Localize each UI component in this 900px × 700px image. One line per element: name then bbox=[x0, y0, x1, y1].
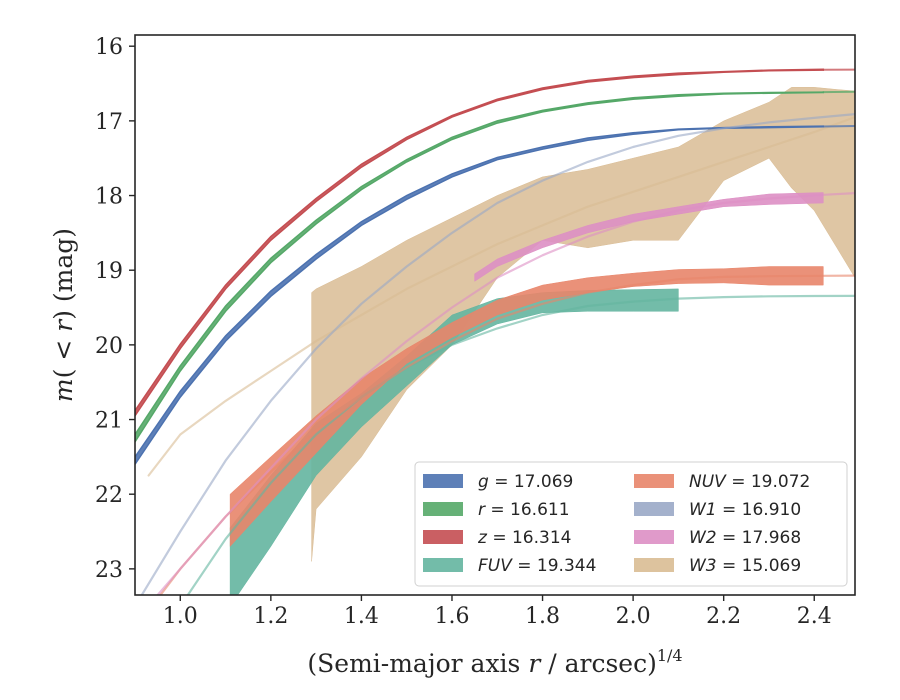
x-tick-label: 1.6 bbox=[434, 604, 469, 629]
y-tick-label: 20 bbox=[95, 334, 123, 359]
legend-swatch-nuv bbox=[634, 474, 674, 488]
legend-swatch-w3 bbox=[634, 558, 674, 572]
legend-label-nuv: NUV = 19.072 bbox=[689, 472, 810, 492]
line-w3 bbox=[147, 115, 855, 477]
line-w1 bbox=[140, 112, 855, 595]
legend-swatch-w1 bbox=[634, 502, 674, 516]
line-fuv bbox=[186, 294, 855, 595]
axis-ticks: 1.0 1.2 1.4 1.6 1.8 2.0 2.2 2.4 16 17 18 19 20 21 22 23 bbox=[95, 35, 832, 629]
legend-swatch-g bbox=[423, 474, 463, 488]
x-tick-label: 1.0 bbox=[163, 604, 198, 629]
legend: g = 17.069 r = 16.611 z = 16.314 FUV = 19.3… bbox=[414, 461, 848, 587]
x-tick-label: 1.8 bbox=[525, 604, 560, 629]
y-tick-label: 23 bbox=[95, 558, 123, 583]
plot-frame bbox=[134, 34, 856, 596]
y-tick-label: 16 bbox=[95, 35, 123, 60]
line-w2 bbox=[156, 192, 855, 595]
y-axis-label: m( < r) (mag) bbox=[49, 228, 78, 402]
x-tick-label: 2.2 bbox=[706, 604, 741, 629]
x-tick-label: 2.4 bbox=[797, 604, 832, 629]
band-w2 bbox=[474, 192, 824, 282]
line-g bbox=[822, 125, 855, 128]
legend-label-g: g = 17.069 bbox=[478, 472, 573, 492]
legend-label-z: z = 16.314 bbox=[477, 528, 571, 548]
x-axis-label: (Semi-major axis r / arcsec)1/4 bbox=[307, 646, 682, 678]
legend-swatch-z bbox=[423, 530, 463, 544]
legend-label-w3: W3 = 15.069 bbox=[689, 556, 801, 576]
y-tick-label: 22 bbox=[95, 483, 123, 508]
legend-label-r: r = 16.611 bbox=[478, 500, 570, 520]
legend-swatch-r bbox=[423, 502, 463, 516]
legend-label-w1: W1 = 16.910 bbox=[689, 500, 801, 520]
y-tick-label: 19 bbox=[95, 259, 123, 284]
x-tick-label: 1.2 bbox=[253, 604, 288, 629]
x-tick-label: 2.0 bbox=[616, 604, 651, 629]
legend-swatch-w2 bbox=[634, 530, 674, 544]
x-tick-label: 1.4 bbox=[344, 604, 379, 629]
legend-frame bbox=[414, 461, 848, 587]
y-tick-label: 18 bbox=[95, 185, 123, 210]
legend-label-w2: W2 = 17.968 bbox=[689, 528, 801, 548]
y-tick-label: 17 bbox=[95, 110, 123, 135]
legend-label-fuv: FUV = 19.344 bbox=[478, 556, 596, 576]
plot-area bbox=[135, 68, 855, 595]
line-nuv bbox=[159, 274, 855, 595]
legend-swatch-fuv bbox=[423, 558, 463, 572]
y-tick-label: 21 bbox=[95, 409, 123, 434]
